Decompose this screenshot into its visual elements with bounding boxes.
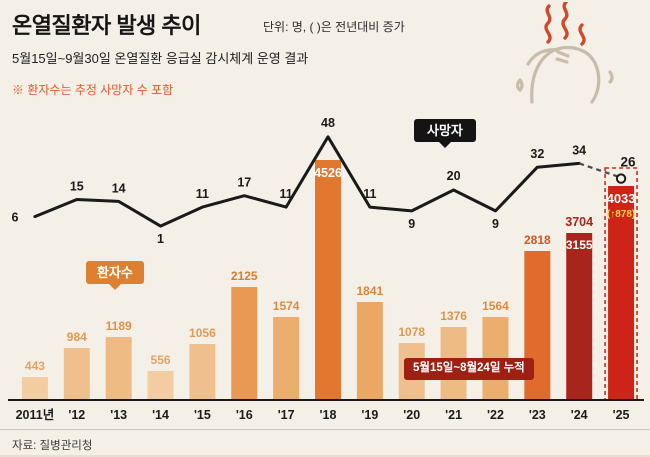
bar-value-'14: 556 bbox=[151, 353, 171, 367]
subtitle: 5월15일~9월30일 온열질환 응급실 감시체계 운영 결과 bbox=[12, 51, 309, 66]
bar-value-'20: 1078 bbox=[398, 325, 425, 339]
person-outline-icon bbox=[515, 45, 614, 104]
bar-value-'19: 1841 bbox=[357, 284, 384, 298]
deaths-callout-label: 사망자 bbox=[427, 123, 463, 138]
death-value-'17: 11 bbox=[280, 187, 293, 201]
deaths-line-projection bbox=[578, 162, 619, 178]
overheated-person-icon bbox=[515, 2, 614, 104]
footnote: ※ 환자수는 추정 사망자 수 포함 bbox=[12, 83, 174, 97]
bar-value-'12: 984 bbox=[67, 330, 87, 344]
cumulative-period-label: 5월15일~8월24일 누적 bbox=[413, 362, 525, 374]
x-label-2011년: 2011년 bbox=[16, 408, 55, 422]
x-label-'23: '23 bbox=[529, 408, 546, 422]
bar-value-'23: 2818 bbox=[524, 233, 551, 247]
death-value-'25: 26 bbox=[621, 155, 637, 170]
death-value-'18: 48 bbox=[321, 116, 335, 130]
callout-pointer-icon bbox=[438, 142, 451, 148]
x-label-'20: '20 bbox=[403, 408, 420, 422]
x-label-'22: '22 bbox=[487, 408, 504, 422]
x-label-'18: '18 bbox=[320, 408, 337, 422]
bar-2011년 bbox=[21, 377, 48, 400]
x-label-'12: '12 bbox=[68, 408, 85, 422]
death-value-'13: 14 bbox=[112, 181, 126, 195]
death-value-2011년: 6 bbox=[11, 211, 18, 225]
bar-value-'21: 1376 bbox=[440, 309, 467, 323]
bar-value-'13: 1189 bbox=[106, 319, 132, 333]
death-value-'19: 11 bbox=[363, 187, 376, 201]
patients-callout: 환자수 bbox=[86, 261, 144, 290]
bar-'24 bbox=[566, 233, 593, 400]
death-value-'15: 11 bbox=[196, 187, 209, 201]
source-text: 자료: 질병관리청 bbox=[12, 440, 93, 452]
bar-value-'24: 3155 bbox=[566, 238, 593, 252]
unit-note: 단위: 명, ( )은 전년대비 증가 bbox=[263, 20, 405, 34]
bar-'17 bbox=[273, 317, 300, 400]
x-label-'17: '17 bbox=[278, 408, 295, 422]
bar-'15 bbox=[189, 344, 216, 400]
patients-callout-label: 환자수 bbox=[97, 265, 133, 280]
bar-value-2011년: 443 bbox=[25, 359, 45, 373]
bar-value-'17: 1574 bbox=[273, 299, 300, 313]
x-label-'15: '15 bbox=[194, 408, 211, 422]
bar-value-'25: 4033 bbox=[607, 191, 636, 206]
bar-'19 bbox=[356, 302, 383, 400]
bar-value-'22: 1564 bbox=[482, 299, 509, 313]
deaths-line bbox=[33, 135, 581, 228]
death-value-'22: 9 bbox=[492, 217, 499, 231]
deaths-callout: 사망자 bbox=[414, 119, 476, 148]
death-value-'14: 1 bbox=[157, 232, 164, 246]
bar-'25 bbox=[608, 186, 635, 400]
footer-divider bbox=[0, 429, 650, 430]
death-value-'24: 34 bbox=[572, 143, 586, 157]
death-value-'16: 17 bbox=[237, 176, 251, 190]
bar-value-'18: 4526 bbox=[314, 166, 342, 180]
bar-value-'16: 2125 bbox=[231, 269, 258, 283]
x-label-'13: '13 bbox=[110, 408, 127, 422]
bar-'14 bbox=[147, 371, 174, 400]
bar-full-period-value-'24: 3704 bbox=[565, 215, 593, 229]
bar-'18 bbox=[315, 160, 341, 400]
cumulative-period-badge: 5월15일~8월24일 누적 bbox=[404, 358, 534, 380]
x-label-'21: '21 bbox=[445, 408, 462, 422]
death-value-'23: 32 bbox=[530, 147, 544, 161]
bar-'12 bbox=[63, 348, 90, 400]
x-label-'14: '14 bbox=[152, 408, 169, 422]
x-label-'24: '24 bbox=[571, 408, 588, 422]
x-label-'16: '16 bbox=[236, 408, 253, 422]
page-title: 온열질환자 발생 추이 bbox=[12, 13, 201, 38]
x-label-'19: '19 bbox=[361, 408, 378, 422]
callout-pointer-icon bbox=[108, 284, 121, 290]
bar-'13 bbox=[105, 337, 132, 400]
death-value-'21: 20 bbox=[447, 169, 461, 183]
death-value-'12: 15 bbox=[70, 180, 84, 194]
death-value-'20: 9 bbox=[408, 217, 415, 231]
x-label-'25: '25 bbox=[613, 408, 630, 422]
heat-waves-icon bbox=[544, 2, 586, 46]
bar-increase-'25: (↑878) bbox=[607, 209, 635, 220]
bar-'16 bbox=[231, 287, 258, 400]
deaths-endpoint-marker bbox=[615, 173, 627, 184]
bar-value-'15: 1056 bbox=[189, 326, 216, 340]
